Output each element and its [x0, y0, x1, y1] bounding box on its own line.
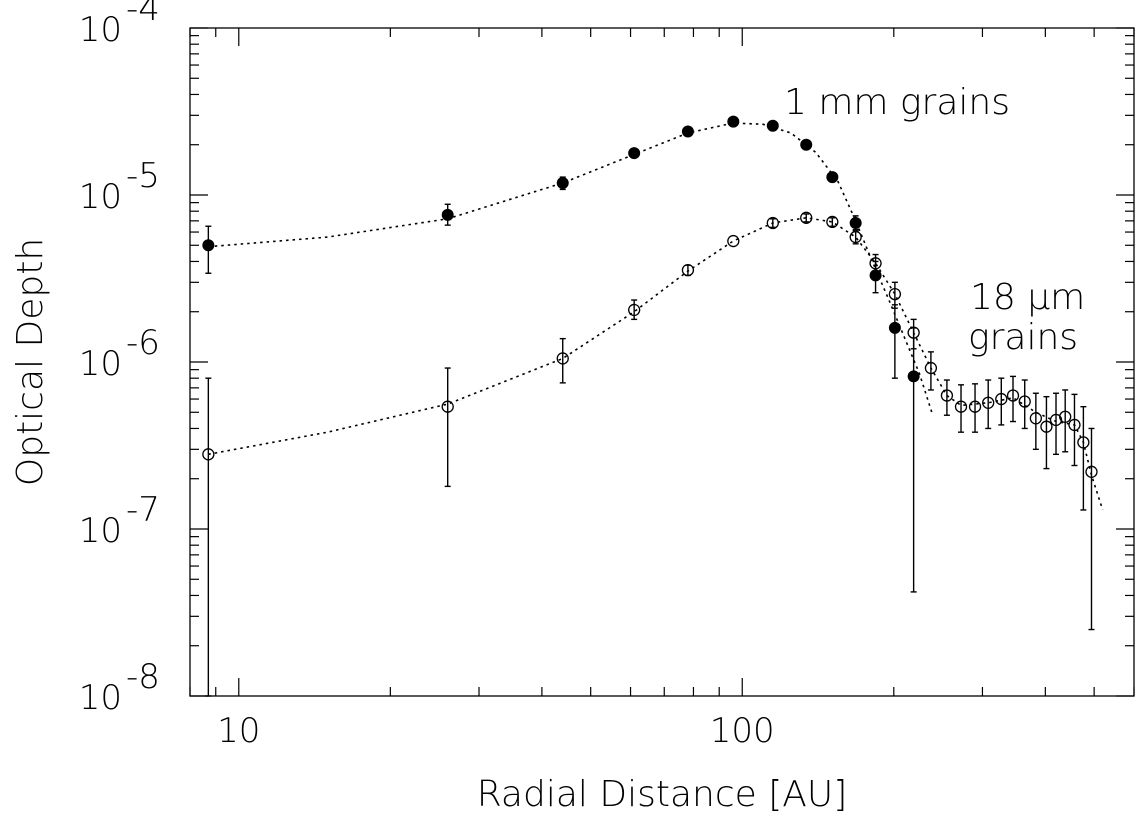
point-18um	[1049, 413, 1063, 427]
point-18um	[907, 326, 920, 339]
y-tick-label-exponent: -4	[126, 0, 160, 29]
point-18um	[1040, 420, 1053, 433]
x-axis-title: Radial Distance [AU]	[477, 774, 848, 815]
annotation-1mm-grains: 1 mm grains	[784, 82, 1010, 123]
point-18um	[954, 400, 968, 413]
fit-curve-1mm	[208, 122, 933, 413]
annotation-18um-line2: grains	[968, 317, 1078, 358]
point-18um	[766, 216, 779, 230]
point-18um	[1006, 389, 1020, 402]
point-18um	[982, 396, 995, 409]
x-tick-label: 100	[710, 711, 775, 751]
point-1mm	[849, 216, 862, 229]
y-tick-label-base: 10	[79, 678, 122, 718]
point-18um	[727, 234, 740, 248]
point-1mm	[727, 115, 740, 128]
point-1mm	[681, 125, 694, 138]
error-bars	[205, 176, 1095, 697]
y-tick-label-base: 10	[79, 344, 122, 384]
plot-frame	[189, 27, 1135, 697]
point-18um	[968, 400, 982, 413]
fit-curve-18um	[208, 216, 1104, 511]
point-18um	[556, 352, 569, 365]
point-18um	[202, 448, 215, 461]
point-18um	[826, 215, 839, 229]
point-1mm	[556, 176, 569, 189]
point-18um	[869, 257, 882, 270]
point-18um	[1068, 418, 1081, 432]
point-18um	[1059, 410, 1072, 423]
y-tick-label-base: 10	[79, 10, 122, 50]
y-tick-label-exponent: -8	[126, 657, 160, 697]
point-1mm	[888, 321, 901, 334]
data-markers	[202, 115, 1098, 478]
y-tick-label-base: 10	[79, 177, 122, 217]
point-1mm	[800, 138, 813, 151]
point-1mm	[441, 208, 454, 221]
annotation-18um-line1: 18 μm	[970, 277, 1085, 318]
point-1mm	[766, 119, 779, 132]
point-18um	[800, 211, 813, 224]
point-18um	[924, 361, 938, 375]
y-tick-label-exponent: -5	[126, 156, 160, 196]
point-18um	[1085, 465, 1098, 478]
point-18um	[681, 263, 695, 277]
point-18um	[628, 303, 641, 317]
y-axis-title: Optical Depth	[10, 238, 51, 486]
point-18um	[1077, 436, 1090, 449]
point-1mm	[907, 370, 920, 383]
point-18um	[995, 392, 1008, 406]
point-18um	[888, 287, 902, 301]
point-1mm	[869, 269, 882, 282]
axis-ticks	[189, 27, 1135, 697]
point-18um	[1018, 395, 1031, 408]
y-tick-label-base: 10	[79, 511, 122, 551]
point-18um	[940, 389, 954, 402]
point-1mm	[628, 147, 641, 160]
point-18um	[441, 400, 454, 413]
point-1mm	[826, 171, 839, 184]
x-tick-label: 10	[217, 711, 260, 751]
y-tick-label-exponent: -6	[126, 323, 160, 363]
point-1mm	[202, 239, 215, 252]
point-18um	[1029, 412, 1043, 425]
point-18um	[849, 230, 862, 244]
y-tick-label-exponent: -7	[126, 490, 160, 530]
